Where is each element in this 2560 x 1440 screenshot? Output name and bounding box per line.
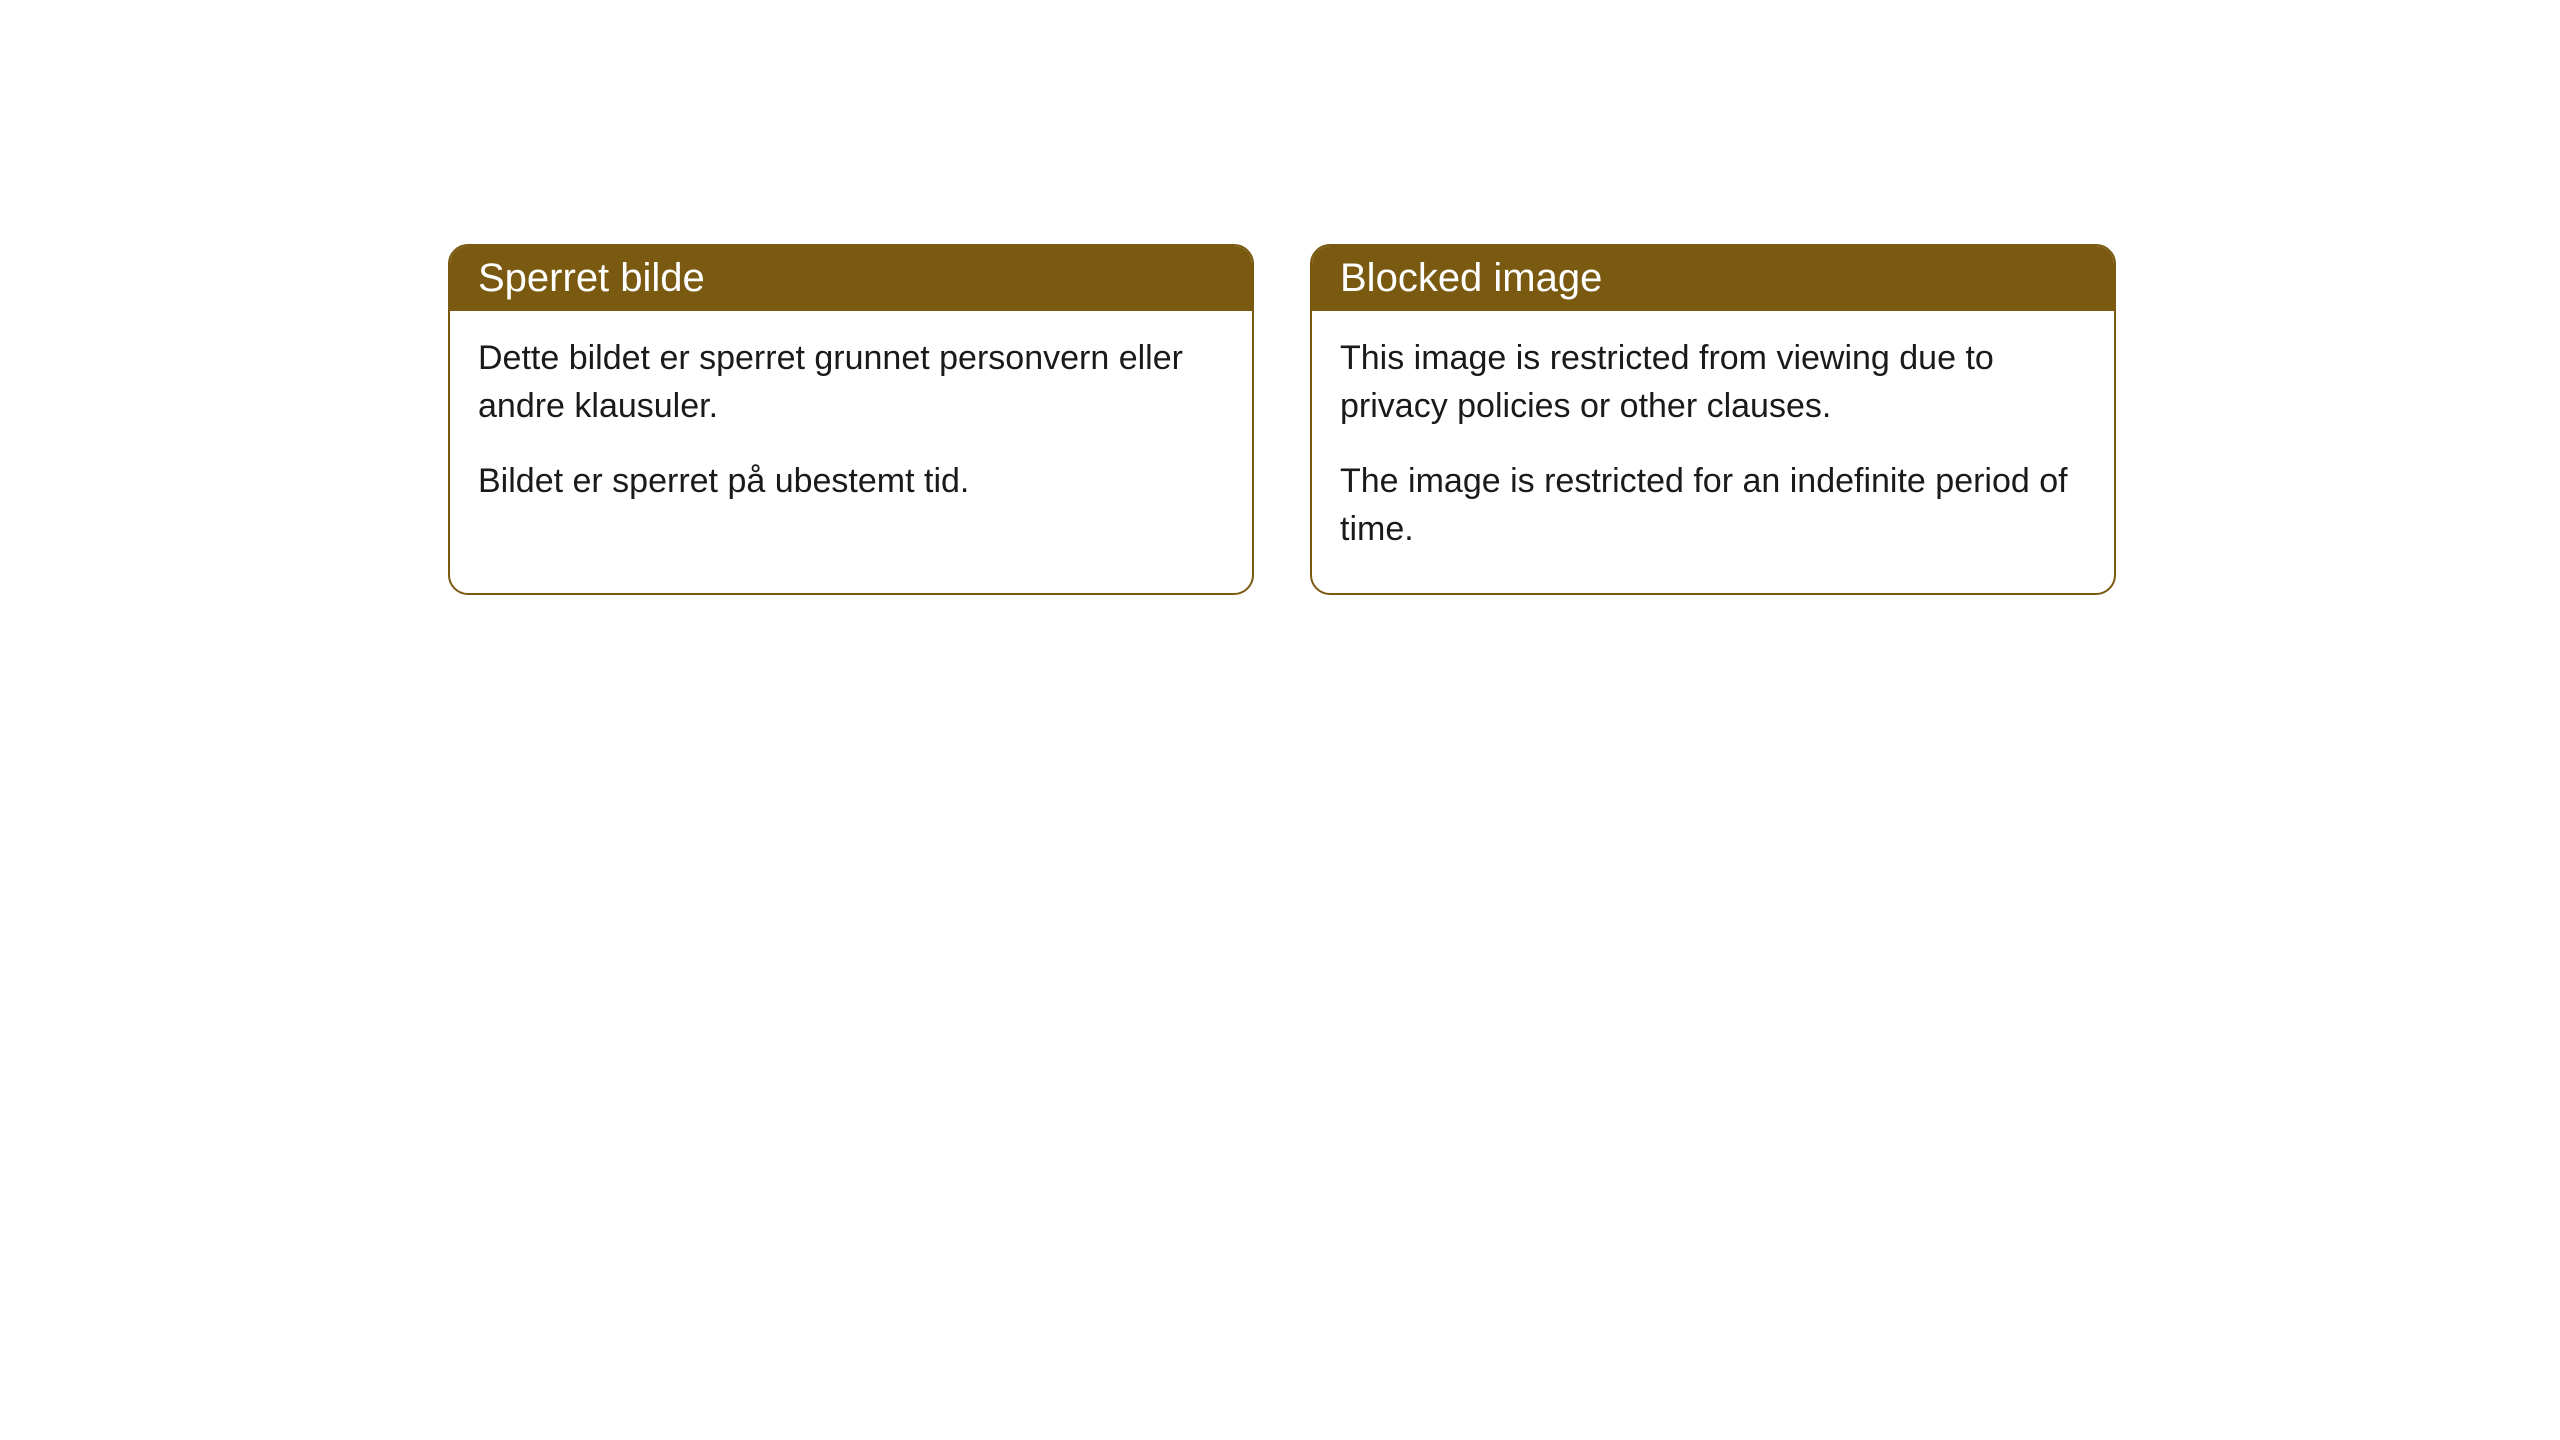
card-header: Sperret bilde [450, 246, 1252, 311]
notice-card-norwegian: Sperret bilde Dette bildet er sperret gr… [448, 244, 1254, 595]
card-header: Blocked image [1312, 246, 2114, 311]
card-body: This image is restricted from viewing du… [1312, 311, 2114, 593]
card-paragraph: Bildet er sperret på ubestemt tid. [478, 458, 1224, 506]
card-title: Blocked image [1340, 256, 1602, 300]
card-paragraph: Dette bildet er sperret grunnet personve… [478, 335, 1224, 430]
notice-cards-container: Sperret bilde Dette bildet er sperret gr… [448, 244, 2116, 595]
notice-card-english: Blocked image This image is restricted f… [1310, 244, 2116, 595]
card-body: Dette bildet er sperret grunnet personve… [450, 311, 1252, 546]
card-paragraph: The image is restricted for an indefinit… [1340, 458, 2086, 553]
card-paragraph: This image is restricted from viewing du… [1340, 335, 2086, 430]
card-title: Sperret bilde [478, 256, 705, 300]
